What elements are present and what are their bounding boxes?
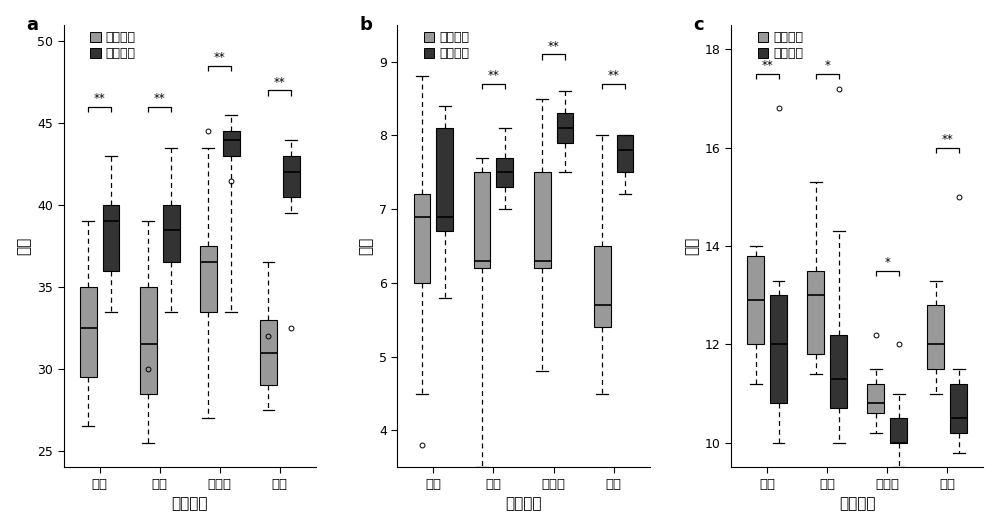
Text: *: *	[824, 59, 830, 72]
Text: c: c	[693, 16, 704, 34]
Bar	[80, 287, 97, 377]
Text: **: **	[548, 40, 559, 53]
Bar	[103, 205, 119, 271]
Text: b: b	[360, 16, 372, 34]
Bar	[474, 172, 490, 268]
Bar	[223, 131, 240, 156]
Text: **: **	[94, 92, 106, 105]
Bar	[163, 205, 180, 262]
Text: **: **	[274, 76, 286, 89]
Text: **: **	[214, 51, 226, 64]
X-axis label: 试验地点: 试验地点	[505, 496, 542, 511]
Legend: 骨干亲本, 优异亲本: 骨干亲本, 优异亲本	[424, 31, 469, 60]
Text: a: a	[26, 16, 38, 34]
Bar	[436, 128, 453, 231]
Bar	[927, 305, 944, 369]
Bar	[414, 194, 430, 283]
Bar	[496, 157, 513, 187]
Legend: 骨干亲本, 优异亲本: 骨干亲本, 优异亲本	[758, 31, 803, 60]
Y-axis label: 子指: 子指	[684, 237, 699, 255]
Bar	[557, 114, 573, 143]
Text: **: **	[488, 69, 499, 82]
Text: *: *	[884, 256, 890, 269]
Bar	[283, 156, 300, 197]
X-axis label: 试验地点: 试验地点	[839, 496, 875, 511]
Text: **: **	[941, 133, 953, 146]
Legend: 骨干亲本, 优异亲本: 骨干亲本, 优异亲本	[90, 31, 136, 60]
Bar	[260, 320, 277, 385]
Bar	[867, 384, 884, 413]
Bar	[140, 287, 157, 393]
Bar	[594, 246, 611, 327]
Bar	[807, 271, 824, 354]
Text: **: **	[761, 59, 773, 72]
Text: **: **	[154, 92, 166, 105]
Bar	[890, 418, 907, 443]
Y-axis label: 衣指: 衣指	[358, 237, 373, 255]
Y-axis label: 衣分: 衣分	[17, 237, 32, 255]
Bar	[617, 136, 633, 172]
Bar	[534, 172, 551, 268]
Bar	[830, 335, 847, 408]
Bar	[950, 384, 967, 433]
Bar	[770, 295, 787, 403]
X-axis label: 试验地点: 试验地点	[171, 496, 208, 511]
Bar	[747, 256, 764, 344]
Text: **: **	[608, 69, 619, 82]
Bar	[200, 246, 217, 312]
